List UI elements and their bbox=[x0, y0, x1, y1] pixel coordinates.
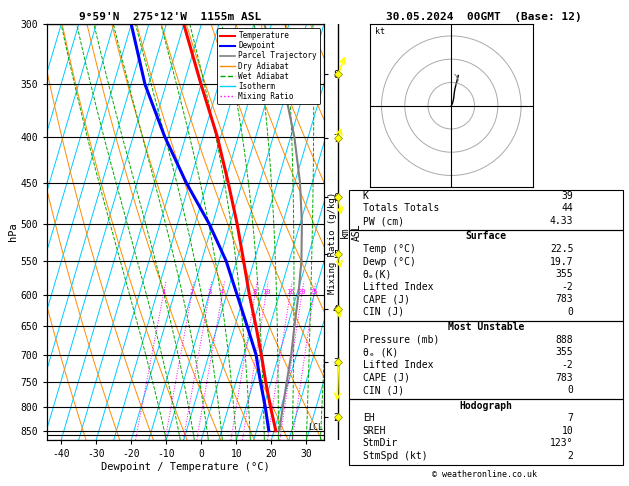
Text: 7: 7 bbox=[567, 413, 574, 423]
Text: K: K bbox=[363, 191, 369, 201]
Text: PW (cm): PW (cm) bbox=[363, 216, 404, 226]
Text: 355: 355 bbox=[556, 347, 574, 358]
Text: LCL: LCL bbox=[308, 423, 323, 432]
Text: EH: EH bbox=[363, 413, 374, 423]
Bar bbox=[349, 230, 623, 321]
Text: Surface: Surface bbox=[465, 231, 506, 242]
Text: Pressure (mb): Pressure (mb) bbox=[363, 335, 439, 345]
Text: 44: 44 bbox=[562, 204, 574, 213]
Text: 16: 16 bbox=[286, 289, 294, 295]
Text: © weatheronline.co.uk: © weatheronline.co.uk bbox=[432, 469, 537, 479]
X-axis label: Dewpoint / Temperature (°C): Dewpoint / Temperature (°C) bbox=[101, 462, 270, 471]
Text: 30.05.2024  00GMT  (Base: 12): 30.05.2024 00GMT (Base: 12) bbox=[386, 12, 582, 22]
Text: 4.33: 4.33 bbox=[550, 216, 574, 226]
Text: 2: 2 bbox=[567, 451, 574, 461]
Text: Temp (°C): Temp (°C) bbox=[363, 244, 416, 254]
Text: CAPE (J): CAPE (J) bbox=[363, 373, 409, 382]
Text: StmDir: StmDir bbox=[363, 438, 398, 449]
Text: 8: 8 bbox=[253, 289, 257, 295]
Text: 0: 0 bbox=[567, 307, 574, 317]
Text: CIN (J): CIN (J) bbox=[363, 307, 404, 317]
Text: Totals Totals: Totals Totals bbox=[363, 204, 439, 213]
Text: 123°: 123° bbox=[550, 438, 574, 449]
Text: Most Unstable: Most Unstable bbox=[448, 322, 524, 332]
Text: 10: 10 bbox=[262, 289, 270, 295]
Text: θₑ(K): θₑ(K) bbox=[363, 269, 392, 279]
Text: -2: -2 bbox=[562, 282, 574, 292]
Text: 783: 783 bbox=[556, 373, 574, 382]
Text: 22.5: 22.5 bbox=[550, 244, 574, 254]
Text: 888: 888 bbox=[556, 335, 574, 345]
Bar bbox=[349, 190, 623, 230]
Text: 19.7: 19.7 bbox=[550, 257, 574, 266]
Text: 39: 39 bbox=[562, 191, 574, 201]
Text: 25: 25 bbox=[309, 289, 318, 295]
Text: θₑ (K): θₑ (K) bbox=[363, 347, 398, 358]
Text: 10: 10 bbox=[562, 426, 574, 436]
Text: Dewp (°C): Dewp (°C) bbox=[363, 257, 416, 266]
Text: 2: 2 bbox=[189, 289, 194, 295]
Y-axis label: hPa: hPa bbox=[8, 223, 18, 242]
Bar bbox=[349, 321, 623, 399]
Text: 9°59'N  275°12'W  1155m ASL: 9°59'N 275°12'W 1155m ASL bbox=[79, 12, 261, 22]
Text: 0: 0 bbox=[567, 385, 574, 395]
Text: CAPE (J): CAPE (J) bbox=[363, 295, 409, 304]
Text: 3: 3 bbox=[207, 289, 211, 295]
Text: kt: kt bbox=[374, 27, 384, 35]
Legend: Temperature, Dewpoint, Parcel Trajectory, Dry Adiabat, Wet Adiabat, Isotherm, Mi: Temperature, Dewpoint, Parcel Trajectory… bbox=[217, 28, 320, 104]
Bar bbox=[349, 399, 623, 465]
Text: Mixing Ratio (g/kg): Mixing Ratio (g/kg) bbox=[328, 192, 337, 294]
Text: Lifted Index: Lifted Index bbox=[363, 282, 433, 292]
Text: -2: -2 bbox=[562, 360, 574, 370]
Text: 355: 355 bbox=[556, 269, 574, 279]
Text: Hodograph: Hodograph bbox=[459, 400, 513, 411]
Y-axis label: km
ASL: km ASL bbox=[340, 223, 362, 241]
Text: CIN (J): CIN (J) bbox=[363, 385, 404, 395]
Text: StmSpd (kt): StmSpd (kt) bbox=[363, 451, 427, 461]
Text: 1: 1 bbox=[161, 289, 165, 295]
Text: 783: 783 bbox=[556, 295, 574, 304]
Text: 20: 20 bbox=[298, 289, 306, 295]
Text: Lifted Index: Lifted Index bbox=[363, 360, 433, 370]
Text: 4: 4 bbox=[220, 289, 225, 295]
Text: SREH: SREH bbox=[363, 426, 386, 436]
